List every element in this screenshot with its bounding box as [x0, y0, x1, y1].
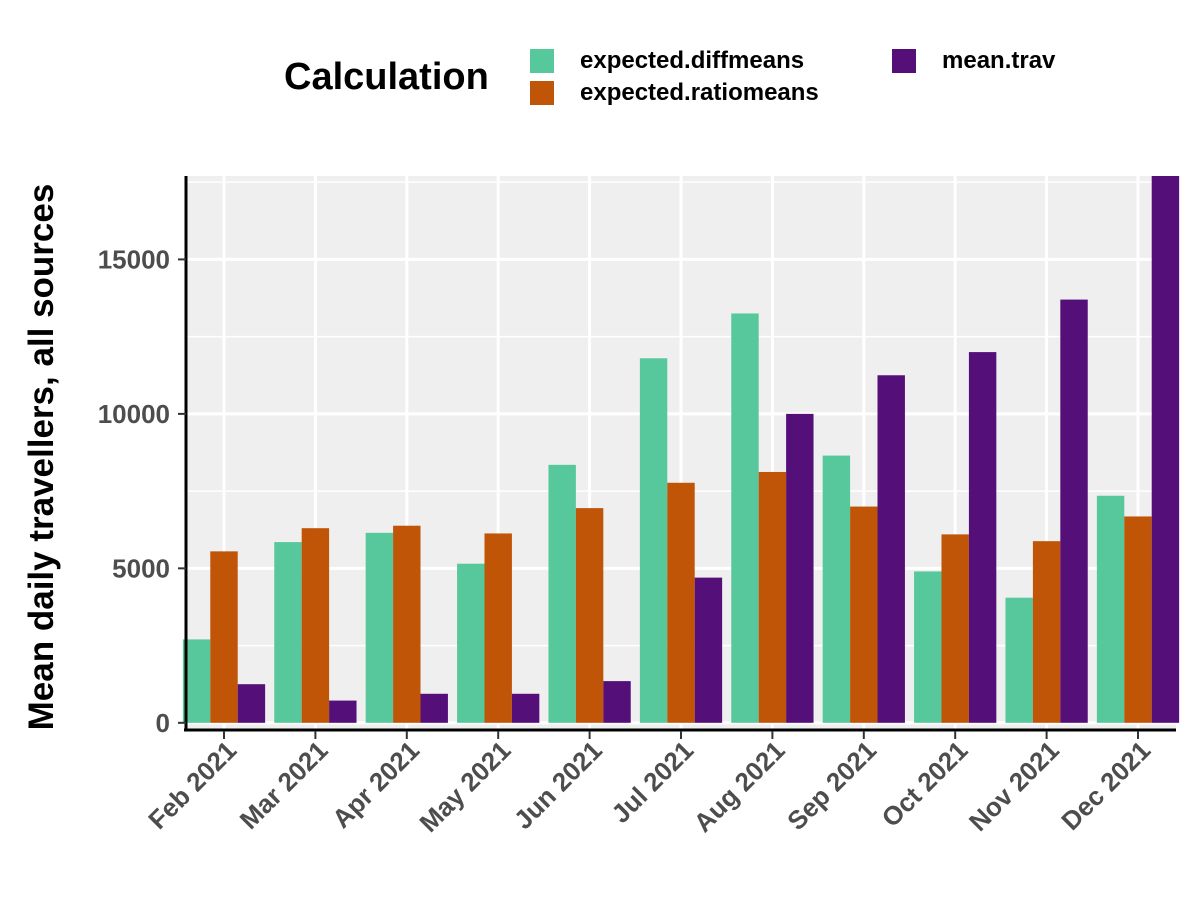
bar-expected-ratiomeans-feb-2021: [210, 551, 238, 723]
x-tick-label: Apr 2021: [326, 735, 425, 834]
legend-item-expected-diffmeans: expected.diffmeans: [530, 47, 805, 74]
y-tick-label: 0: [156, 708, 170, 738]
y-tick-label: 5000: [112, 553, 170, 583]
x-tick-label: Dec 2021: [1055, 735, 1156, 836]
bar-expected-ratiomeans-jul-2021: [667, 482, 695, 723]
y-tick-label: 15000: [98, 244, 170, 274]
x-tick-label: Oct 2021: [876, 735, 974, 833]
bar-mean-trav-dec-2021: [1151, 176, 1180, 723]
legend-item-mean-trav: mean.trav: [892, 47, 1056, 74]
bar-expected-diffmeans-jul-2021: [639, 358, 668, 723]
x-tick-label: Aug 2021: [688, 735, 791, 838]
legend-item-expected-ratiomeans: expected.ratiomeans: [530, 79, 819, 106]
legend-title: Calculation: [284, 56, 489, 98]
bar-mean-trav-feb-2021: [237, 684, 266, 723]
bar-mean-trav-jul-2021: [694, 577, 723, 723]
bar-expected-ratiomeans-apr-2021: [393, 525, 421, 723]
y-tick-label: 10000: [98, 399, 170, 429]
x-tick-label: Jul 2021: [605, 735, 699, 829]
y-axis: 0 5000 10000 15000: [98, 244, 186, 738]
x-tick-label: Nov 2021: [963, 735, 1065, 837]
legend-label-expected-ratiomeans: expected.ratiomeans: [580, 79, 819, 106]
legend-key-expected-ratiomeans: [530, 81, 554, 105]
x-tick-label: May 2021: [413, 735, 516, 838]
bar-mean-trav-nov-2021: [1060, 299, 1088, 723]
bar-mean-trav-may-2021: [511, 693, 540, 723]
y-axis-title: Mean daily travellers, all sources: [22, 183, 61, 731]
bar-expected-ratiomeans-mar-2021: [301, 528, 330, 723]
legend-label-mean-trav: mean.trav: [942, 47, 1056, 74]
x-tick-label: Jun 2021: [508, 735, 608, 835]
bar-mean-trav-jun-2021: [603, 681, 631, 723]
bar-expected-diffmeans-nov-2021: [1005, 597, 1033, 723]
legend-label-expected-diffmeans: expected.diffmeans: [580, 47, 805, 74]
bar-expected-ratiomeans-sep-2021: [850, 506, 878, 723]
bar-expected-ratiomeans-may-2021: [484, 533, 512, 723]
bar-expected-diffmeans-dec-2021: [1096, 495, 1125, 723]
bar-expected-diffmeans-may-2021: [457, 563, 485, 723]
bar-expected-ratiomeans-oct-2021: [941, 534, 969, 723]
bar-expected-diffmeans-aug-2021: [731, 313, 759, 723]
bar-expected-diffmeans-sep-2021: [822, 455, 851, 723]
bar-expected-diffmeans-oct-2021: [914, 571, 942, 723]
bar-mean-trav-sep-2021: [877, 375, 905, 723]
x-tick-label: Sep 2021: [781, 735, 882, 836]
bar-expected-diffmeans-mar-2021: [274, 542, 302, 723]
x-tick-label: Mar 2021: [234, 735, 334, 835]
bar-mean-trav-oct-2021: [968, 352, 997, 723]
bar-expected-ratiomeans-nov-2021: [1032, 541, 1061, 723]
bar-expected-ratiomeans-dec-2021: [1124, 516, 1152, 723]
bar-expected-diffmeans-jun-2021: [548, 464, 576, 723]
bar-expected-diffmeans-apr-2021: [365, 532, 394, 723]
legend-key-mean-trav: [892, 49, 916, 73]
bar-mean-trav-aug-2021: [786, 413, 814, 723]
bar-mean-trav-mar-2021: [329, 700, 357, 723]
bar-expected-ratiomeans-jun-2021: [575, 508, 604, 723]
legend-key-expected-diffmeans: [530, 49, 554, 73]
bar-mean-trav-apr-2021: [420, 693, 448, 723]
x-tick-label: Feb 2021: [142, 735, 242, 835]
bar-expected-ratiomeans-aug-2021: [758, 471, 787, 723]
